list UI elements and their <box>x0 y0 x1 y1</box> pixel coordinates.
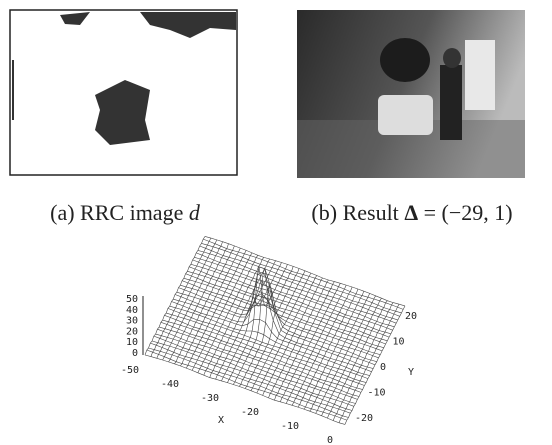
z-tick-label: 20 <box>126 326 138 337</box>
y-tick-label: 10 <box>393 337 405 348</box>
blob <box>12 60 14 120</box>
x-tick-label: -40 <box>161 379 179 390</box>
caption-symbol: Δ <box>404 200 418 225</box>
image-a <box>10 10 237 175</box>
x-tick-label: -30 <box>201 393 219 404</box>
y-tick-label: 20 <box>405 311 417 322</box>
image-object <box>443 48 461 68</box>
y-tick-label: 0 <box>380 362 386 373</box>
caption-text: (a) RRC image <box>50 200 183 225</box>
image-object <box>440 65 462 140</box>
mesh-line <box>156 334 356 403</box>
y-tick-label: -10 <box>368 388 386 399</box>
z-tick-label: 40 <box>126 305 138 316</box>
z-tick-label: 0 <box>132 348 138 359</box>
x-tick-label: -50 <box>121 365 139 376</box>
x-tick-label: -20 <box>241 407 259 418</box>
page: (a) RRC image d (b) Result Δ = (−29, 1) … <box>0 0 552 445</box>
image-object <box>465 40 495 110</box>
image-object <box>380 38 430 82</box>
caption-symbol: d <box>189 200 201 225</box>
z-tick-label: 50 <box>126 294 138 305</box>
y-axis-label: Y <box>408 367 414 378</box>
caption-b: (b) Result Δ = (−29, 1) <box>311 200 512 225</box>
surface-mesh <box>145 236 405 424</box>
caption-a: (a) RRC image d <box>50 200 201 225</box>
mesh-line <box>175 272 375 365</box>
caption-text: (b) Result <box>311 200 398 225</box>
caption-text: = (−29, 1) <box>424 200 513 225</box>
image-object <box>378 95 433 135</box>
mesh-line <box>163 320 363 390</box>
z-tick-label: 30 <box>126 316 138 327</box>
y-tick-label: -20 <box>355 413 373 424</box>
x-tick-label: -10 <box>281 421 299 432</box>
x-tick-label: 0 <box>327 435 333 445</box>
mesh-line <box>145 236 205 355</box>
x-axis-label: X <box>218 415 224 426</box>
image-b <box>297 10 525 178</box>
mesh-line <box>179 281 379 358</box>
z-tick-label: 10 <box>126 337 138 348</box>
figure: (a) RRC image d (b) Result Δ = (−29, 1) … <box>0 0 552 445</box>
